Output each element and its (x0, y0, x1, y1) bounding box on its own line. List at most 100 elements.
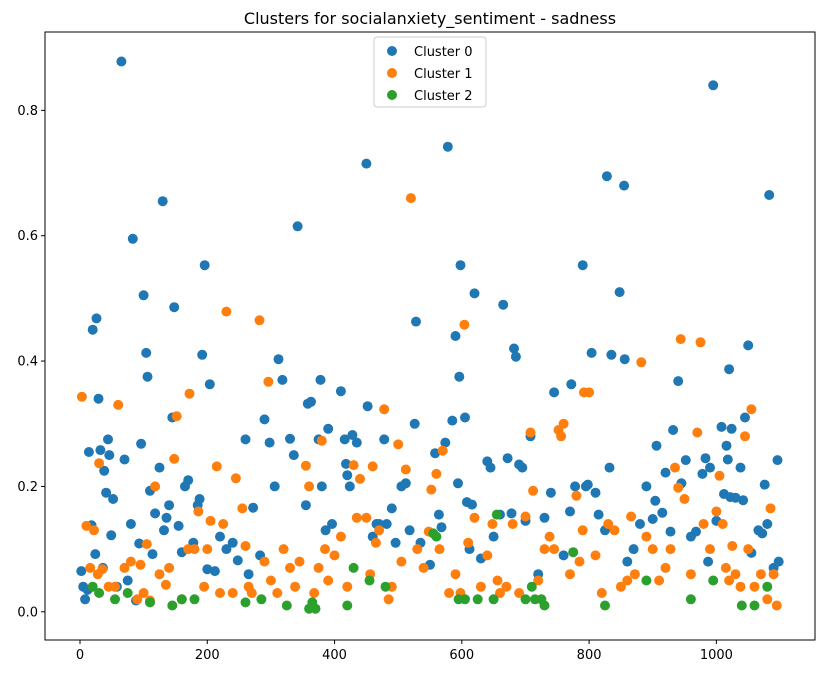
data-point (94, 588, 105, 598)
data-point (765, 503, 776, 514)
data-point (169, 302, 180, 313)
data-point (97, 564, 108, 575)
data-point (491, 509, 502, 520)
data-point (240, 597, 251, 608)
x-tick-label: 1000 (700, 648, 733, 663)
data-point (254, 315, 265, 326)
data-point (570, 481, 581, 492)
data-point (164, 562, 175, 573)
data-point (379, 434, 390, 445)
data-point (431, 468, 442, 479)
data-point (134, 538, 145, 549)
data-point (205, 515, 216, 526)
data-point (437, 445, 448, 456)
data-point (300, 500, 311, 511)
data-point (510, 351, 521, 362)
data-point (469, 288, 480, 299)
data-point (83, 447, 94, 457)
data-point (711, 506, 722, 517)
data-point (316, 435, 327, 446)
data-point (106, 530, 117, 541)
data-point (269, 481, 280, 492)
data-point (714, 470, 725, 481)
data-point (528, 485, 539, 496)
data-point (171, 411, 182, 422)
data-point (189, 544, 200, 555)
data-point (194, 494, 205, 504)
data-point (603, 519, 614, 529)
data-point (329, 550, 340, 561)
data-point (209, 566, 220, 577)
data-point (502, 453, 513, 464)
data-point (273, 354, 284, 365)
data-point (91, 313, 102, 324)
data-point (615, 581, 626, 592)
legend-marker (387, 68, 397, 78)
data-point (157, 196, 168, 207)
data-point (475, 581, 486, 592)
data-point (498, 299, 509, 310)
data-point (81, 520, 92, 531)
data-point (87, 581, 98, 592)
data-point (202, 544, 213, 555)
data-point (472, 594, 483, 605)
data-point (390, 537, 401, 548)
data-point (601, 171, 612, 182)
data-point (259, 414, 270, 425)
data-point (176, 594, 187, 605)
data-point (348, 562, 359, 573)
data-point (85, 562, 96, 573)
x-tick-label: 200 (195, 648, 220, 663)
data-point (426, 484, 437, 495)
data-point (768, 569, 779, 580)
data-point (113, 399, 124, 410)
data-point (197, 349, 208, 360)
data-point (227, 537, 238, 548)
data-point (647, 514, 658, 524)
legend-box (373, 36, 487, 108)
data-point (520, 511, 531, 522)
data-point (716, 421, 727, 432)
data-point (237, 503, 248, 514)
data-point (150, 508, 161, 519)
data-point (487, 519, 498, 529)
data-point (278, 544, 289, 555)
data-point (342, 600, 353, 611)
chart-title: Clusters for socialanxiety_sentiment - s… (244, 9, 616, 29)
data-point (374, 525, 385, 536)
data-point (726, 423, 737, 434)
data-point (431, 531, 442, 542)
data-point (660, 467, 671, 478)
data-point (460, 412, 470, 423)
data-point (103, 434, 113, 445)
data-point (344, 481, 355, 492)
data-point (154, 569, 165, 580)
data-point (221, 544, 232, 555)
data-point (556, 431, 567, 442)
data-point (757, 528, 768, 539)
data-point (654, 575, 665, 586)
data-point (708, 575, 719, 586)
y-tick-label: 0.4 (17, 355, 38, 370)
data-point (762, 581, 773, 592)
data-point (411, 316, 421, 327)
data-point (565, 569, 575, 580)
data-point (447, 415, 458, 426)
data-point (622, 575, 633, 586)
data-point (590, 487, 601, 498)
data-point (169, 453, 180, 464)
data-point (574, 556, 585, 567)
data-point (657, 507, 668, 518)
data-point (320, 544, 330, 555)
data-point (673, 482, 684, 493)
data-point (626, 511, 637, 522)
data-point (628, 544, 639, 555)
data-point (501, 581, 512, 592)
data-point (240, 541, 251, 551)
data-point (721, 440, 732, 451)
data-point (703, 556, 714, 567)
data-point (720, 562, 731, 573)
data-point (119, 454, 130, 465)
data-point (348, 460, 359, 471)
data-point (460, 594, 470, 605)
